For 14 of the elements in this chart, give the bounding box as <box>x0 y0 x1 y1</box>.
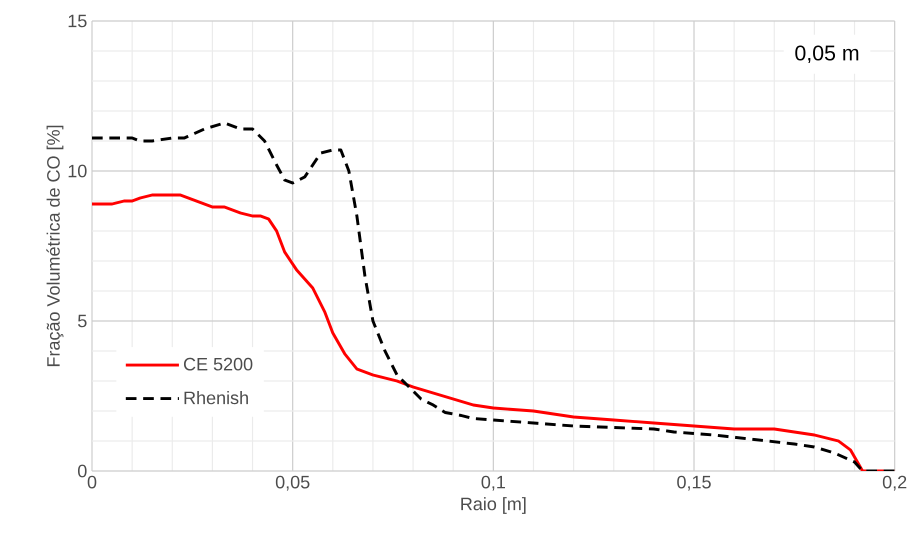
y-tick-label: 15 <box>68 14 87 28</box>
y-tick-label: 10 <box>68 164 87 178</box>
x-tick-label: 0,1 <box>482 476 505 491</box>
x-tick-label: 0,05 <box>276 476 310 491</box>
y-tick-label: 5 <box>78 314 87 328</box>
x-axis-title: Raio [m] <box>461 497 526 514</box>
x-tick-label: 0 <box>88 476 96 488</box>
x-tick-label: 0,15 <box>677 476 711 491</box>
annotation: 0,05 m <box>795 45 858 64</box>
y-tick-label: 0 <box>78 464 87 478</box>
y-axis-title: Fração Volumétrica de CO [%] <box>46 126 64 366</box>
x-tick-label: 0,2 <box>882 476 906 491</box>
legend-label: Rhenish <box>184 391 248 404</box>
legend-label: CE 5200 <box>184 358 252 371</box>
